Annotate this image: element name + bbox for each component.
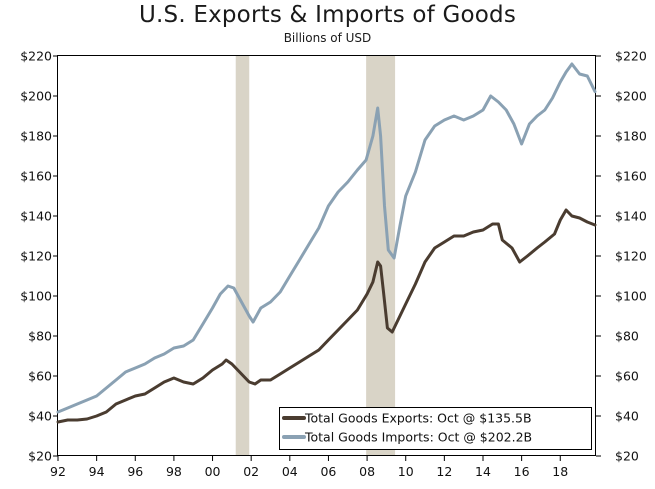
x-tick-label: 06 <box>320 464 336 479</box>
exports-series-line <box>56 208 597 424</box>
x-tick-label: 12 <box>436 464 452 479</box>
left-y-tick-label: $200 <box>20 89 52 104</box>
right-y-tick-label: $60 <box>615 369 639 384</box>
right-y-tick-label: $180 <box>615 129 647 144</box>
right-y-tick-label: $200 <box>615 89 647 104</box>
right-y-tick-label: $220 <box>615 49 647 64</box>
x-tick-label: 08 <box>359 464 375 479</box>
chart-title: U.S. Exports & Imports of Goods <box>138 2 517 28</box>
recession-band-2 <box>366 56 396 456</box>
right-y-tick-label: $100 <box>615 289 647 304</box>
chart-subtitle: Billions of USD <box>283 31 372 45</box>
series-lines <box>56 62 597 424</box>
right-y-tick-label: $120 <box>615 249 647 264</box>
x-tick-label: 14 <box>475 464 491 479</box>
legend-label-imports: Total Goods Imports: Oct @ $202.2B <box>304 430 532 445</box>
legend: Total Goods Exports: Oct @ $135.5B Total… <box>279 407 592 450</box>
imports-series-line <box>56 62 597 414</box>
left-y-tick-label: $60 <box>28 369 52 384</box>
left-y-tick-label: $80 <box>28 329 52 344</box>
x-tick-label: 92 <box>50 464 66 479</box>
x-tick-label: 04 <box>282 464 298 479</box>
right-y-tick-label: $40 <box>615 409 639 424</box>
left-y-tick-label: $20 <box>28 449 52 464</box>
x-tick-label: 02 <box>243 464 259 479</box>
x-tick-label: 18 <box>552 464 568 479</box>
left-y-tick-label: $100 <box>20 289 52 304</box>
x-tick-label: 98 <box>166 464 182 479</box>
x-tick-label: 94 <box>89 464 105 479</box>
x-axis: 92 94 96 98 00 02 04 06 08 10 12 14 16 18 <box>50 456 568 479</box>
right-y-axis: $20 $40 $60 $80 $100 $120 $140 $160 $180 $200 $220 <box>596 49 647 464</box>
recession-bands <box>235 56 396 456</box>
right-y-tick-label: $140 <box>615 209 647 224</box>
left-y-axis: $20 $40 $60 $80 $100 $120 $140 $160 $180 $200 $220 <box>20 49 58 464</box>
legend-box <box>279 407 592 450</box>
left-y-tick-label: $120 <box>20 249 52 264</box>
left-y-tick-label: $140 <box>20 209 52 224</box>
left-y-tick-label: $220 <box>20 49 52 64</box>
right-y-tick-label: $160 <box>615 169 647 184</box>
x-tick-label: 00 <box>205 464 221 479</box>
legend-label-exports: Total Goods Exports: Oct @ $135.5B <box>304 411 532 426</box>
x-tick-label: 16 <box>514 464 530 479</box>
left-y-tick-label: $160 <box>20 169 52 184</box>
x-tick-label: 10 <box>398 464 414 479</box>
left-y-tick-label: $180 <box>20 129 52 144</box>
right-y-tick-label: $80 <box>615 329 639 344</box>
x-tick-label: 96 <box>127 464 143 479</box>
recession-band-1 <box>235 56 250 456</box>
left-y-tick-label: $40 <box>28 409 52 424</box>
right-y-tick-label: $20 <box>615 449 639 464</box>
